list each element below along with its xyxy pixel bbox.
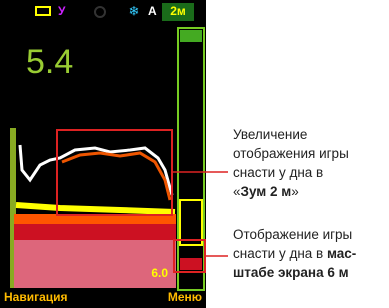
callout-text: Увеличение bbox=[233, 127, 307, 142]
screenshot: У ❄ А 2м 5.4 6.0 Навигация Меню Увеличен… bbox=[0, 0, 389, 308]
callout-text: штабе экрана 6 м bbox=[233, 265, 349, 280]
snow-icon: ❄ bbox=[129, 3, 140, 18]
callout-text: Отображение игры bbox=[233, 227, 352, 242]
callout-line-text: снасти у дна в bbox=[233, 165, 323, 180]
auto-indicator: А bbox=[148, 4, 157, 18]
callout-text: мас- bbox=[327, 246, 356, 261]
mode-indicator: У bbox=[58, 4, 66, 18]
softkey-left[interactable]: Навигация bbox=[4, 290, 68, 304]
softkey-right[interactable]: Меню bbox=[168, 290, 202, 304]
zoom-indicator: 2м bbox=[170, 4, 186, 18]
zoom-bottom bbox=[180, 258, 202, 270]
callout-line-text: снасти у дна в мас- bbox=[233, 246, 356, 261]
bottom-noise bbox=[14, 240, 176, 288]
callout-line-text: Увеличение bbox=[233, 127, 307, 142]
callout-line-text: отображения игры bbox=[233, 146, 349, 161]
zoom-surface bbox=[180, 30, 202, 42]
callout-text: снасти у дна в bbox=[233, 165, 323, 180]
scale-readout: 6.0 bbox=[151, 266, 168, 280]
callout-text: отображения игры bbox=[233, 146, 349, 161]
callout-text: » bbox=[291, 184, 299, 199]
depth-readout: 5.4 bbox=[26, 43, 73, 81]
callout-line-text: «Зум 2 м» bbox=[233, 184, 299, 199]
callout-text: снасти у дна в bbox=[233, 246, 327, 261]
callout-line-text: штабе экрана 6 м bbox=[233, 265, 349, 280]
callout-text: « bbox=[233, 184, 241, 199]
callout-text: Зум 2 м bbox=[241, 184, 292, 199]
callout-line-text: Отображение игры bbox=[233, 227, 352, 242]
